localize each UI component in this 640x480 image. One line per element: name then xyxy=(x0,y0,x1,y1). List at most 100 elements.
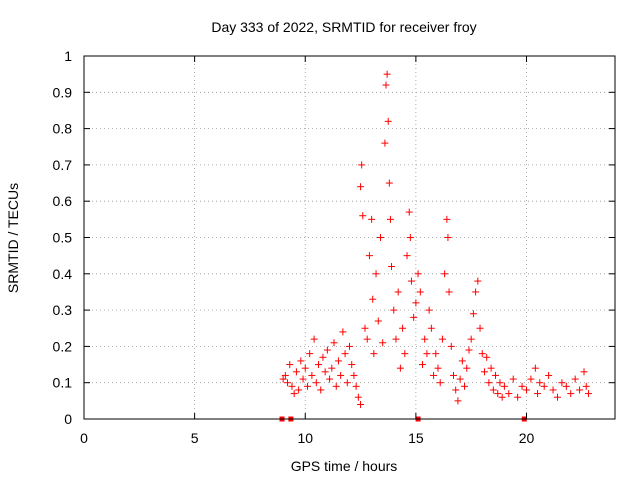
data-point xyxy=(317,386,325,394)
data-point xyxy=(388,263,396,271)
data-point xyxy=(509,375,517,383)
data-point xyxy=(558,379,566,387)
data-point xyxy=(434,364,442,372)
y-tick-label: 0.8 xyxy=(53,121,73,137)
data-point xyxy=(423,350,431,358)
data-point xyxy=(383,70,391,78)
axis-ticks xyxy=(83,55,615,420)
x-tick-label: 15 xyxy=(408,430,424,446)
data-point xyxy=(412,299,420,307)
data-point xyxy=(288,382,296,390)
data-point xyxy=(369,295,377,303)
data-point xyxy=(534,390,542,398)
data-point xyxy=(328,364,336,372)
x-tick-label: 20 xyxy=(519,430,535,446)
data-point xyxy=(359,212,367,220)
data-point xyxy=(467,335,475,343)
data-point xyxy=(514,393,522,401)
data-point xyxy=(295,386,303,394)
data-point xyxy=(531,364,539,372)
grid-lines xyxy=(84,56,615,419)
data-point xyxy=(465,346,473,354)
data-point xyxy=(315,361,323,369)
data-point xyxy=(489,386,497,394)
data-point xyxy=(472,288,480,296)
data-point xyxy=(319,353,327,361)
data-point xyxy=(562,382,570,390)
data-point xyxy=(427,324,435,332)
data-point xyxy=(384,117,392,125)
y-tick-label: 0.5 xyxy=(53,230,73,246)
data-point xyxy=(341,350,349,358)
data-point xyxy=(385,179,393,187)
data-point xyxy=(406,234,414,241)
data-point xyxy=(454,397,462,405)
data-point xyxy=(452,386,460,394)
data-point xyxy=(290,390,298,398)
data-point xyxy=(469,310,477,318)
data-point xyxy=(357,183,365,191)
data-point xyxy=(405,208,413,216)
y-tick-label: 0.3 xyxy=(53,302,73,318)
data-point xyxy=(312,379,320,387)
data-point xyxy=(414,270,422,278)
data-point xyxy=(536,379,544,387)
data-point xyxy=(461,382,469,390)
data-point xyxy=(474,277,482,285)
data-point xyxy=(390,306,398,314)
data-point xyxy=(374,317,382,325)
y-tick-label: 0.4 xyxy=(53,266,73,282)
data-point xyxy=(500,382,508,390)
data-point xyxy=(297,357,305,365)
chart-title: Day 333 of 2022, SRMTID for receiver fro… xyxy=(211,19,476,35)
data-point xyxy=(456,375,464,383)
data-point xyxy=(419,361,427,369)
data-point xyxy=(330,339,338,347)
data-point xyxy=(306,350,314,358)
data-point xyxy=(368,215,376,223)
data-point xyxy=(447,342,455,350)
data-point xyxy=(549,386,557,394)
data-point xyxy=(425,306,433,314)
data-point xyxy=(399,324,407,332)
y-tick-label: 0.6 xyxy=(53,193,73,209)
data-point xyxy=(281,371,289,379)
data-point xyxy=(571,375,579,383)
data-point xyxy=(321,368,329,376)
x-tick-label: 5 xyxy=(191,430,199,446)
data-point xyxy=(582,382,590,390)
data-point xyxy=(527,375,535,383)
data-point xyxy=(303,382,311,390)
data-point xyxy=(334,357,342,365)
data-point xyxy=(580,368,588,376)
data-point xyxy=(407,277,415,285)
data-point xyxy=(350,371,358,379)
data-points xyxy=(279,70,592,422)
y-tick-label: 0.7 xyxy=(53,157,73,173)
y-axis-label: SRMTID / TECUs xyxy=(5,183,21,293)
data-point xyxy=(357,400,365,408)
data-point xyxy=(441,270,449,278)
data-point xyxy=(299,375,307,383)
tick-labels: 0 5 10 15 20 0 0.1 0.2 0.3 0.4 0.5 0.6 0.7 0.8 0.9 1 xyxy=(53,48,535,446)
data-point xyxy=(343,379,351,387)
y-tick-label: 1 xyxy=(64,48,72,64)
data-point xyxy=(337,371,345,379)
data-point xyxy=(358,161,366,169)
y-tick-label: 0.1 xyxy=(53,375,73,391)
data-point xyxy=(286,361,294,369)
y-tick-label: 0 xyxy=(64,411,72,427)
data-point xyxy=(553,393,561,401)
data-point xyxy=(430,371,438,379)
data-point xyxy=(379,339,387,347)
data-point xyxy=(463,364,471,372)
data-point xyxy=(567,390,575,398)
data-point xyxy=(292,368,300,376)
data-point xyxy=(370,350,378,358)
data-point xyxy=(284,379,292,387)
data-point xyxy=(394,288,402,296)
data-point xyxy=(494,390,502,398)
data-point xyxy=(518,382,526,390)
data-point xyxy=(352,382,360,390)
